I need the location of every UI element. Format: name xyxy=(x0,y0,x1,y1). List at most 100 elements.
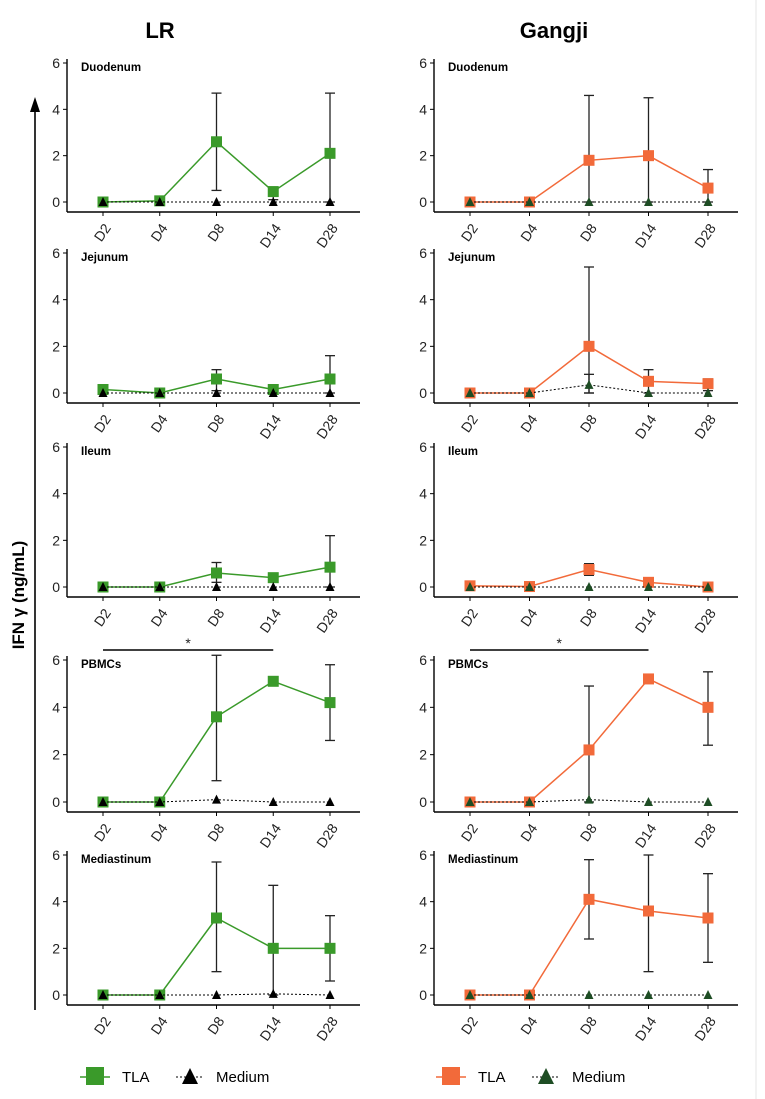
y-tick-label: 6 xyxy=(52,245,60,261)
x-tick-label: D28 xyxy=(691,605,719,635)
legend-lr-medium-marker xyxy=(182,1068,198,1084)
y-axis-arrowhead-icon xyxy=(30,97,40,112)
y-tick-label: 6 xyxy=(419,652,427,668)
tla-point xyxy=(324,942,336,954)
legend-gangji-tla-marker xyxy=(442,1067,460,1085)
medium-point xyxy=(525,582,534,591)
medium-point xyxy=(155,797,165,806)
tla-point xyxy=(324,697,336,709)
x-tick-label: D8 xyxy=(577,820,600,844)
medium-point xyxy=(325,797,335,806)
y-tick-label: 6 xyxy=(419,245,427,261)
y-tick-label: 2 xyxy=(419,148,427,164)
y-tick-label: 0 xyxy=(52,794,60,810)
column-title-gangji: Gangji xyxy=(520,18,588,43)
x-tick-label: D28 xyxy=(691,411,719,441)
x-tick-label: D8 xyxy=(204,411,227,435)
x-tick-label: D2 xyxy=(458,411,481,435)
medium-point xyxy=(212,388,221,397)
x-tick-label: D28 xyxy=(313,220,341,250)
x-tick-label: D4 xyxy=(147,820,170,844)
x-tick-label: D28 xyxy=(313,605,341,635)
panel-title: PBMCs xyxy=(448,659,488,671)
tla-point xyxy=(583,744,595,756)
medium-point xyxy=(584,379,594,389)
medium-point xyxy=(325,990,335,999)
medium-point xyxy=(644,990,653,999)
x-tick-label: D2 xyxy=(458,220,481,244)
y-tick-label: 2 xyxy=(52,940,60,956)
medium-point xyxy=(268,988,278,998)
panel-lr-pbmcs: 0 2 4 6 D2 D4 D8 D14 D28 PBMCs * xyxy=(52,635,360,851)
medium-point xyxy=(212,990,221,999)
tla-point xyxy=(324,147,336,159)
y-tick-label: 4 xyxy=(419,292,427,308)
medium-point xyxy=(703,582,713,591)
panel-title: Jejunum xyxy=(81,252,128,264)
legend-gangji: TLA Medium xyxy=(436,1067,625,1086)
medium-point xyxy=(584,794,594,804)
x-tick-label: D14 xyxy=(632,605,660,635)
panel-title: Mediastinum xyxy=(81,854,151,866)
x-tick-label: D8 xyxy=(577,605,600,629)
legend-lr-medium-label: Medium xyxy=(216,1069,269,1086)
medium-point xyxy=(525,388,534,397)
panel-gangji-mediastinum: 0 2 4 6 D2 D4 D8 D14 D28 Mediastinum xyxy=(419,847,738,1044)
tla-point xyxy=(267,675,279,687)
x-tick-label: D4 xyxy=(517,220,540,244)
medium-point xyxy=(703,388,713,397)
x-tick-label: D28 xyxy=(313,1013,341,1043)
medium-point xyxy=(98,990,108,999)
x-tick-label: D14 xyxy=(256,220,284,250)
x-tick-label: D28 xyxy=(313,411,341,441)
panel-gangji-pbmcs: 0 2 4 6 D2 D4 D8 D14 D28 PBMCs * xyxy=(419,635,738,851)
medium-point xyxy=(98,388,108,397)
y-tick-label: 0 xyxy=(419,794,427,810)
y-axis-label: IFN γ (ng/mL) xyxy=(9,541,28,650)
panel-title: Ileum xyxy=(81,446,111,458)
y-tick-label: 2 xyxy=(52,338,60,354)
x-tick-label: D8 xyxy=(577,1013,600,1037)
y-tick-label: 0 xyxy=(419,987,427,1003)
legend-lr-tla-marker xyxy=(86,1067,104,1085)
x-tick-label: D4 xyxy=(517,820,540,844)
y-tick-label: 0 xyxy=(419,194,427,210)
tla-point xyxy=(583,340,595,352)
x-tick-label: D4 xyxy=(147,411,170,435)
significance-label: * xyxy=(557,635,563,651)
y-tick-label: 4 xyxy=(52,101,60,117)
y-tick-label: 6 xyxy=(419,439,427,455)
medium-point xyxy=(465,197,475,206)
y-tick-label: 4 xyxy=(419,894,427,910)
panel-lr-mediastinum: 0 2 4 6 D2 D4 D8 D14 D28 Mediastinum xyxy=(52,847,360,1044)
y-tick-label: 6 xyxy=(52,847,60,863)
tla-point xyxy=(643,150,654,162)
tla-point xyxy=(267,186,279,198)
panel-title: Mediastinum xyxy=(448,854,518,866)
x-tick-label: D8 xyxy=(204,1013,227,1037)
y-tick-label: 0 xyxy=(52,385,60,401)
y-tick-label: 2 xyxy=(419,338,427,354)
tla-point xyxy=(211,711,222,723)
x-tick-label: D2 xyxy=(91,1013,114,1037)
x-tick-label: D28 xyxy=(691,220,719,250)
medium-point xyxy=(584,197,594,206)
medium-point xyxy=(525,197,534,206)
y-tick-label: 0 xyxy=(419,385,427,401)
medium-point xyxy=(703,797,713,806)
medium-point xyxy=(703,990,713,999)
medium-point xyxy=(525,797,534,806)
x-tick-label: D4 xyxy=(147,220,170,244)
medium-point xyxy=(268,197,278,206)
x-tick-label: D4 xyxy=(147,605,170,629)
y-tick-label: 6 xyxy=(52,652,60,668)
medium-point xyxy=(325,582,335,591)
medium-point xyxy=(644,582,653,591)
tla-point xyxy=(267,942,279,954)
tla-point xyxy=(643,375,654,387)
y-tick-label: 4 xyxy=(419,486,427,502)
x-tick-label: D28 xyxy=(691,820,719,850)
medium-point xyxy=(155,197,165,206)
panel-title: Ileum xyxy=(448,446,478,458)
